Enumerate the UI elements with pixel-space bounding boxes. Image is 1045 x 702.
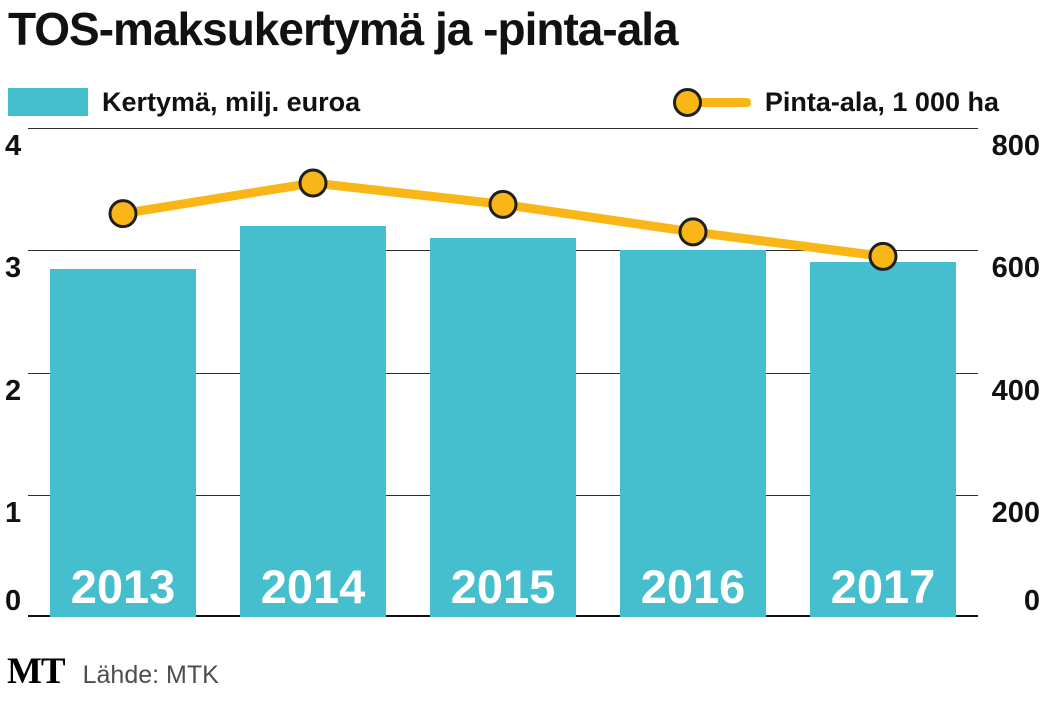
right-axis-tick: 200 — [991, 496, 1040, 529]
line-series-swatch — [672, 87, 751, 117]
line-segment-icon — [686, 98, 751, 107]
right-axis: 0 200 400 600 800 — [984, 128, 1040, 617]
left-axis-tick: 4 — [5, 130, 22, 162]
left-axis-tick: 2 — [5, 374, 22, 407]
line-marker — [108, 199, 138, 229]
footer: MT Lähde: MTK — [7, 650, 219, 693]
bar-2013: 2013 — [50, 268, 196, 617]
bar-label: 2017 — [830, 560, 936, 613]
bar-2014: 2014 — [240, 225, 386, 617]
line-marker — [678, 217, 708, 247]
legend-item-line: Pinta-ala, 1 000 ha — [672, 86, 1037, 118]
bar-series-swatch — [8, 88, 88, 116]
line-marker — [488, 189, 518, 219]
line-marker — [868, 241, 898, 271]
bar-label: 2013 — [70, 560, 176, 613]
left-axis-tick: 0 — [5, 585, 22, 617]
left-axis: 0 1 2 3 4 — [5, 128, 28, 617]
right-axis-tick: 800 — [991, 130, 1040, 162]
left-axis-tick: 3 — [5, 252, 22, 285]
source-label: Lähde: MTK — [82, 661, 219, 689]
bar-2016: 2016 — [620, 250, 766, 617]
chart-title: TOS-maksukertymä ja -pinta-ala — [8, 3, 679, 55]
bar-label: 2015 — [450, 560, 556, 613]
circle-marker-icon — [672, 88, 702, 117]
right-axis-tick: 600 — [991, 252, 1040, 285]
chart-plot-area: 2013 2014 2015 2016 2017 — [28, 128, 978, 617]
line-marker — [298, 168, 328, 198]
right-axis-tick: 400 — [991, 374, 1040, 407]
bar-2015: 2015 — [430, 238, 576, 617]
mt-logo: MT — [7, 651, 66, 692]
bar-label: 2014 — [260, 560, 366, 613]
gridline — [28, 128, 978, 129]
left-axis-tick: 1 — [5, 496, 22, 529]
legend-label-bars: Kertymä, milj. euroa — [102, 86, 361, 117]
legend-label-line: Pinta-ala, 1 000 ha — [764, 86, 999, 117]
bar-2017: 2017 — [810, 262, 956, 617]
line-layer — [108, 168, 898, 271]
legend-item-bars: Kertymä, milj. euroa — [8, 87, 360, 118]
bar-label: 2016 — [640, 560, 746, 613]
legend: Kertymä, milj. euroa Pinta-ala, 1 000 ha — [8, 84, 1037, 120]
right-axis-tick: 0 — [1023, 585, 1040, 617]
